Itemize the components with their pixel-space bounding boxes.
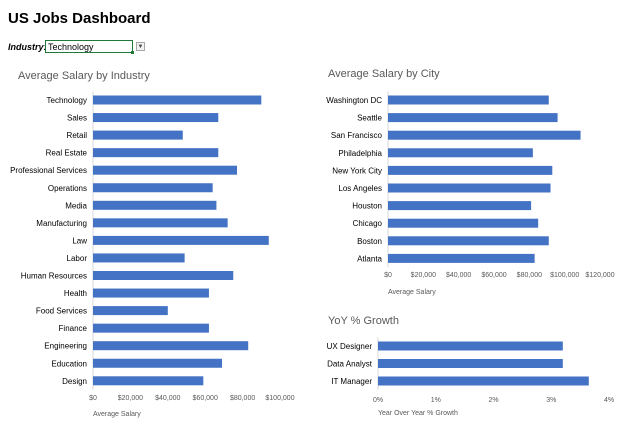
industry-x-tick-label: $20,000 [118,395,143,402]
city-category-label: Houston [352,202,382,211]
city-bar [388,113,558,123]
industry-bar [93,271,234,280]
industry-category-label: Human Resources [21,272,87,281]
city-bar [388,95,549,105]
industry-bar [93,148,219,158]
industry-bar [93,235,269,245]
city-category-label: San Francisco [331,131,383,140]
city-bar [388,183,551,193]
industry-category-label: Real Estate [46,149,88,158]
industry-bar [93,253,185,263]
city-bar [388,218,539,228]
city-bar [388,236,549,246]
industry-category-label: Engineering [44,342,87,351]
industry-category-label: Finance [59,324,88,333]
growth-x-tick-label: 0% [373,397,383,404]
industry-bar [93,95,262,105]
industry-bar [93,218,228,228]
industry-bar [93,341,249,351]
city-category-label: Los Angeles [338,184,382,193]
industry-category-label: Professional Services [10,166,87,175]
industry-bar [93,113,219,123]
industry-category-label: Labor [67,254,88,263]
industry-bar [93,323,209,333]
industry-bar [93,358,223,368]
industry-x-tick-label: $60,000 [193,395,218,402]
city-x-tick-label: $20,000 [411,272,436,279]
industry-x-tick-label: $0 [89,395,97,402]
city-category-label: Atlanta [357,254,382,263]
industry-filter-input[interactable]: Technology [45,40,133,53]
industry-bar [93,376,204,386]
industry-category-label: Operations [48,184,87,193]
dropdown-arrow-icon[interactable]: ▼ [136,42,145,51]
industry-bar [93,165,237,175]
industry-category-label: Food Services [36,307,87,316]
city-x-tick-label: $0 [384,272,392,279]
city-x-axis-title: Average Salary [388,289,436,296]
industry-bar [93,183,213,193]
industry-category-label: Retail [67,131,88,140]
industry-category-label: Law [72,236,87,245]
industry-x-tick-label: $100,000 [265,395,294,402]
city-x-tick-label: $120,000 [585,272,614,279]
city-category-label: New York City [332,166,382,175]
dashboard-title: US Jobs Dashboard [8,10,151,27]
industry-category-label: Technology [47,96,87,105]
city-bar [388,201,532,211]
industry-bar [93,306,168,316]
growth-bar [378,341,563,351]
city-category-label: Boston [357,237,382,246]
city-category-label: Washington DC [326,96,382,105]
industry-category-label: Design [62,377,87,386]
growth-chart-title: YoY % Growth [328,315,399,327]
city-bar [388,253,535,263]
industry-category-label: Sales [67,114,87,123]
city-x-tick-label: $60,000 [481,272,506,279]
growth-x-tick-label: 3% [546,397,556,404]
growth-category-label: Data Analyst [327,360,373,369]
industry-x-axis-title: Average Salary [93,411,141,418]
industry-bar [93,288,209,298]
growth-x-tick-label: 2% [488,397,498,404]
growth-x-tick-label: 1% [431,397,441,404]
industry-x-tick-label: $40,000 [155,395,180,402]
industry-bar [93,130,183,140]
cell-fill-handle[interactable] [131,51,134,54]
city-x-tick-label: $40,000 [446,272,471,279]
growth-bar [378,376,589,386]
city-category-label: Chicago [353,219,383,228]
industry-category-label: Manufacturing [36,219,87,228]
city-bar [388,148,533,158]
growth-x-axis-title: Year Over Year % Growth [378,410,458,417]
industry-filter-label: Industry: [8,42,47,52]
growth-category-label: UX Designer [327,342,373,351]
city-bar [388,165,553,175]
city-bar [388,130,581,140]
city-chart-title: Average Salary by City [328,68,440,80]
growth-x-tick-label: 4% [604,397,614,404]
industry-category-label: Education [51,359,87,368]
industry-bar [93,200,217,210]
city-category-label: Philadelphia [338,149,382,158]
growth-category-label: IT Manager [331,377,372,386]
growth-bar [378,359,563,368]
city-x-tick-label: $80,000 [517,272,542,279]
city-x-tick-label: $100,000 [550,272,579,279]
industry-category-label: Media [65,201,87,210]
city-category-label: Seattle [357,114,382,123]
industry-chart-title: Average Salary by Industry [18,70,150,82]
industry-category-label: Health [64,289,87,298]
industry-x-tick-label: $80,000 [230,395,255,402]
